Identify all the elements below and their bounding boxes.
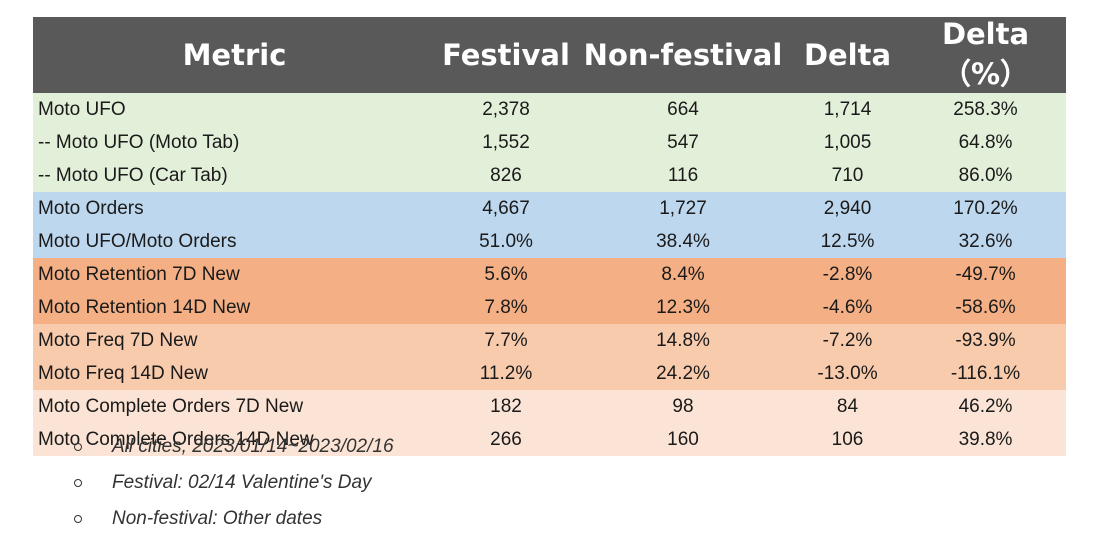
table-header-row: Metric Festival Non-festival Delta Delta… bbox=[33, 17, 1066, 93]
delta-cell: -4.6% bbox=[790, 291, 905, 324]
festival-cell: 51.0% bbox=[436, 225, 576, 258]
list-item: Festival: 02/14 Valentine's Day bbox=[72, 468, 394, 504]
table-row: Moto Freq 7D New 7.7% 14.8% -7.2% -93.9% bbox=[33, 324, 1066, 357]
delta-cell: 1,714 bbox=[790, 93, 905, 126]
delta-percent-cell: 258.3% bbox=[905, 93, 1066, 126]
delta-cell: 710 bbox=[790, 159, 905, 192]
delta-cell: -13.0% bbox=[790, 357, 905, 390]
delta-percent-cell: -93.9% bbox=[905, 324, 1066, 357]
non-festival-cell: 160 bbox=[576, 423, 790, 456]
table-row: Moto Complete Orders 7D New 182 98 84 46… bbox=[33, 390, 1066, 423]
table-row: Moto Freq 14D New 11.2% 24.2% -13.0% -11… bbox=[33, 357, 1066, 390]
delta-percent-cell: 86.0% bbox=[905, 159, 1066, 192]
festival-cell: 4,667 bbox=[436, 192, 576, 225]
festival-cell: 11.2% bbox=[436, 357, 576, 390]
non-festival-cell: 1,727 bbox=[576, 192, 790, 225]
delta-percent-cell: 32.6% bbox=[905, 225, 1066, 258]
delta-cell: 84 bbox=[790, 390, 905, 423]
delta-percent-cell: 170.2% bbox=[905, 192, 1066, 225]
festival-cell: 7.7% bbox=[436, 324, 576, 357]
metric-cell: Moto UFO bbox=[33, 93, 436, 126]
delta-cell: 12.5% bbox=[790, 225, 905, 258]
note-text: All cities, 2023/01/14~2023/02/16 bbox=[112, 436, 394, 457]
non-festival-cell: 8.4% bbox=[576, 258, 790, 291]
festival-cell: 2,378 bbox=[436, 93, 576, 126]
metrics-table: Metric Festival Non-festival Delta Delta… bbox=[33, 17, 1066, 456]
non-festival-cell: 664 bbox=[576, 93, 790, 126]
festival-cell: 7.8% bbox=[436, 291, 576, 324]
non-festival-cell: 98 bbox=[576, 390, 790, 423]
delta-cell: 2,940 bbox=[790, 192, 905, 225]
non-festival-cell: 116 bbox=[576, 159, 790, 192]
non-festival-cell: 38.4% bbox=[576, 225, 790, 258]
note-text: Festival: 02/14 Valentine's Day bbox=[112, 472, 372, 493]
hollow-bullet-icon bbox=[74, 515, 82, 523]
metric-cell: Moto UFO/Moto Orders bbox=[33, 225, 436, 258]
delta-percent-cell: -49.7% bbox=[905, 258, 1066, 291]
delta-cell: 106 bbox=[790, 423, 905, 456]
list-item: Non-festival: Other dates bbox=[72, 504, 394, 540]
metric-cell: Moto Complete Orders 7D New bbox=[33, 390, 436, 423]
table-row: Moto Retention 7D New 5.6% 8.4% -2.8% -4… bbox=[33, 258, 1066, 291]
note-text: Non-festival: Other dates bbox=[112, 508, 323, 529]
header-festival: Festival bbox=[436, 17, 576, 93]
table-row: -- Moto UFO (Car Tab) 826 116 710 86.0% bbox=[33, 159, 1066, 192]
festival-cell: 826 bbox=[436, 159, 576, 192]
header-delta: Delta bbox=[790, 17, 905, 93]
list-item: All cities, 2023/01/14~2023/02/16 bbox=[72, 432, 394, 468]
metric-cell: Moto Freq 7D New bbox=[33, 324, 436, 357]
metric-cell: -- Moto UFO (Moto Tab) bbox=[33, 126, 436, 159]
hollow-bullet-icon bbox=[74, 443, 82, 451]
delta-percent-cell: -58.6% bbox=[905, 291, 1066, 324]
metrics-table-container: Metric Festival Non-festival Delta Delta… bbox=[33, 17, 1066, 456]
non-festival-cell: 14.8% bbox=[576, 324, 790, 357]
non-festival-cell: 547 bbox=[576, 126, 790, 159]
table-row: Moto Retention 14D New 7.8% 12.3% -4.6% … bbox=[33, 291, 1066, 324]
header-non-festival: Non-festival bbox=[576, 17, 790, 93]
table-row: Moto UFO/Moto Orders 51.0% 38.4% 12.5% 3… bbox=[33, 225, 1066, 258]
metric-cell: -- Moto UFO (Car Tab) bbox=[33, 159, 436, 192]
festival-cell: 266 bbox=[436, 423, 576, 456]
festival-cell: 1,552 bbox=[436, 126, 576, 159]
table-row: -- Moto UFO (Moto Tab) 1,552 547 1,005 6… bbox=[33, 126, 1066, 159]
delta-percent-cell: 39.8% bbox=[905, 423, 1066, 456]
metric-cell: Moto Orders bbox=[33, 192, 436, 225]
delta-percent-cell: 46.2% bbox=[905, 390, 1066, 423]
metric-cell: Moto Retention 14D New bbox=[33, 291, 436, 324]
header-metric: Metric bbox=[33, 17, 436, 93]
metric-cell: Moto Retention 7D New bbox=[33, 258, 436, 291]
delta-cell: -7.2% bbox=[790, 324, 905, 357]
notes-list: All cities, 2023/01/14~2023/02/16 Festiv… bbox=[72, 432, 394, 540]
header-delta-percent: Delta （%） bbox=[905, 17, 1066, 93]
festival-cell: 182 bbox=[436, 390, 576, 423]
festival-cell: 5.6% bbox=[436, 258, 576, 291]
delta-percent-cell: -116.1% bbox=[905, 357, 1066, 390]
delta-cell: 1,005 bbox=[790, 126, 905, 159]
table-row: Moto UFO 2,378 664 1,714 258.3% bbox=[33, 93, 1066, 126]
hollow-bullet-icon bbox=[74, 479, 82, 487]
table-row: Moto Complete Orders 14D New 266 160 106… bbox=[33, 423, 1066, 456]
delta-percent-cell: 64.8% bbox=[905, 126, 1066, 159]
delta-cell: -2.8% bbox=[790, 258, 905, 291]
non-festival-cell: 24.2% bbox=[576, 357, 790, 390]
table-row: Moto Orders 4,667 1,727 2,940 170.2% bbox=[33, 192, 1066, 225]
metric-cell: Moto Complete Orders 14D New bbox=[33, 423, 436, 456]
non-festival-cell: 12.3% bbox=[576, 291, 790, 324]
metric-cell: Moto Freq 14D New bbox=[33, 357, 436, 390]
